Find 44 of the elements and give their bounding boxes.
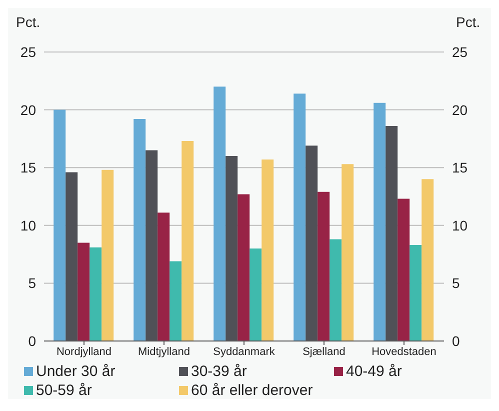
bar — [134, 119, 146, 341]
bar — [410, 245, 422, 341]
bar — [318, 192, 330, 341]
bar — [262, 160, 274, 341]
bar — [342, 164, 354, 341]
y-tick-label: 5 — [28, 275, 36, 292]
bar — [294, 94, 306, 341]
y2-tick-label: 25 — [452, 44, 468, 60]
y-tick-label: 0 — [28, 332, 36, 349]
bar — [158, 212, 170, 341]
bar — [54, 110, 66, 341]
bar — [374, 102, 386, 341]
bar — [182, 141, 194, 341]
legend-label: Under 30 år — [36, 363, 116, 380]
bar — [330, 239, 342, 341]
legend-label: 50-59 år — [36, 382, 92, 399]
y2-tick-label: 10 — [452, 217, 468, 234]
y2-tick-label: 20 — [452, 102, 468, 118]
y-tick-label: 20 — [20, 102, 36, 118]
legend-label: 30-39 år — [191, 363, 247, 380]
x-tick-label: Midtjylland — [138, 346, 190, 358]
y2-tick-label: 15 — [452, 160, 468, 176]
y2-axis-title: Pct. — [456, 14, 480, 30]
x-tick-label: Nordjylland — [56, 346, 112, 358]
bar — [422, 179, 434, 341]
y2-tick-label: 5 — [452, 275, 460, 292]
bar — [90, 247, 102, 341]
bar — [214, 86, 226, 341]
legend-label: 40-49 år — [346, 363, 402, 380]
legend-label: 60 år eller derover — [191, 382, 313, 399]
x-tick-label: Hovedstaden — [372, 346, 436, 358]
y-tick-label: 10 — [20, 217, 36, 234]
y-axis-title: Pct. — [16, 14, 40, 30]
bar — [78, 242, 90, 341]
bar — [170, 261, 182, 341]
y2-tick-label: 0 — [452, 332, 460, 349]
bar — [398, 198, 410, 341]
x-tick-label: Syddanmark — [213, 346, 276, 358]
bar — [238, 194, 250, 341]
x-tick-label: Sjælland — [302, 346, 346, 358]
bar — [102, 170, 114, 341]
y-tick-label: 25 — [20, 44, 36, 60]
bar — [250, 248, 262, 341]
y-tick-label: 15 — [20, 160, 36, 176]
